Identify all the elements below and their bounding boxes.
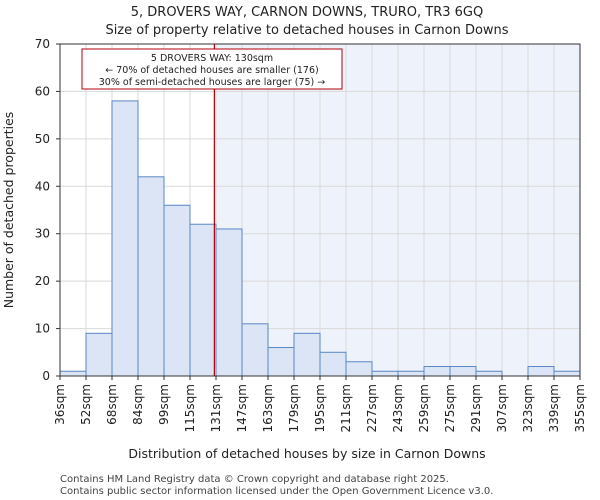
y-tick-label: 20 — [35, 274, 50, 288]
y-tick-label: 60 — [35, 84, 50, 98]
x-tick-label: 179sqm — [287, 384, 301, 432]
larger-region-shade — [214, 44, 580, 376]
x-axis-label: Distribution of detached houses by size … — [128, 446, 485, 461]
x-tick-label: 99sqm — [157, 384, 171, 425]
bar-84sqm — [137, 176, 165, 377]
bar-series — [59, 100, 581, 377]
annotation-frame — [81, 48, 343, 90]
x-tick-label: 147sqm — [235, 384, 249, 432]
x-axis-ticks: 36sqm 52sqm 68sqm 84sqm 99sqm 115sqm 131sqm 147… — [53, 376, 587, 432]
bar-179sqm — [293, 332, 321, 377]
bar-115sqm — [189, 223, 217, 377]
footer-line2: Contains public sector information licen… — [60, 486, 493, 497]
x-tick-label: 291sqm — [469, 384, 483, 432]
y-tick-label: 70 — [35, 37, 50, 51]
x-tick-label: 115sqm — [183, 384, 197, 432]
y-axis-label: Number of detached properties — [1, 112, 16, 309]
bar-68sqm — [111, 100, 139, 377]
bar-36sqm — [59, 370, 87, 377]
x-tick-label: 211sqm — [339, 384, 353, 432]
annotation-smaller: ← 70% of detached houses are smaller (17… — [105, 65, 318, 76]
x-tick-label: 275sqm — [443, 384, 457, 432]
x-tick-label: 36sqm — [53, 384, 67, 425]
x-tick-label: 307sqm — [495, 384, 509, 432]
x-tick-label: 52sqm — [79, 384, 93, 425]
x-tick-label: 259sqm — [417, 384, 431, 432]
bar-243sqm — [397, 370, 425, 377]
annotation-box: 5 DROVERS WAY: 130sqm ← 70% of detached … — [81, 48, 343, 90]
x-tick-label: 131sqm — [209, 384, 223, 432]
bar-275sqm — [449, 366, 477, 377]
y-tick-label: 30 — [35, 227, 50, 241]
footer-line1: Contains HM Land Registry data © Crown c… — [60, 474, 449, 485]
annotation-larger: 30% of semi-detached houses are larger (… — [99, 77, 326, 88]
bar-163sqm — [267, 347, 295, 377]
x-tick-label: 243sqm — [391, 384, 405, 432]
annotation-title: 5 DROVERS WAY: 130sqm — [151, 53, 273, 64]
x-tick-label: 68sqm — [105, 384, 119, 425]
x-tick-label: 323sqm — [521, 384, 535, 432]
y-tick-label: 50 — [35, 132, 50, 146]
bar-227sqm — [371, 370, 399, 377]
x-tick-label: 163sqm — [261, 384, 275, 432]
x-tick-label: 84sqm — [131, 384, 145, 425]
x-tick-label: 339sqm — [547, 384, 561, 432]
x-tick-label: 227sqm — [365, 384, 379, 432]
bar-291sqm — [475, 370, 503, 377]
bar-339sqm — [553, 370, 581, 377]
bar-195sqm — [319, 351, 347, 377]
x-tick-label: 195sqm — [313, 384, 327, 432]
y-tick-label: 0 — [42, 369, 50, 383]
bar-147sqm — [241, 323, 269, 377]
bar-211sqm — [345, 361, 373, 377]
bar-99sqm — [163, 204, 191, 377]
y-axis-ticks: 0 10 20 30 40 50 60 70 — [35, 37, 60, 383]
y-tick-label: 10 — [35, 322, 50, 336]
x-tick-label: 355sqm — [573, 384, 587, 432]
chart-title-line2: Size of property relative to detached ho… — [105, 23, 508, 38]
bar-323sqm — [527, 366, 555, 377]
y-tick-label: 40 — [35, 179, 50, 193]
bar-131sqm — [215, 228, 243, 377]
bar-259sqm — [423, 366, 451, 377]
bar-52sqm — [85, 332, 113, 377]
chart-title-line1: 5, DROVERS WAY, CARNON DOWNS, TRURO, TR3… — [131, 5, 483, 20]
